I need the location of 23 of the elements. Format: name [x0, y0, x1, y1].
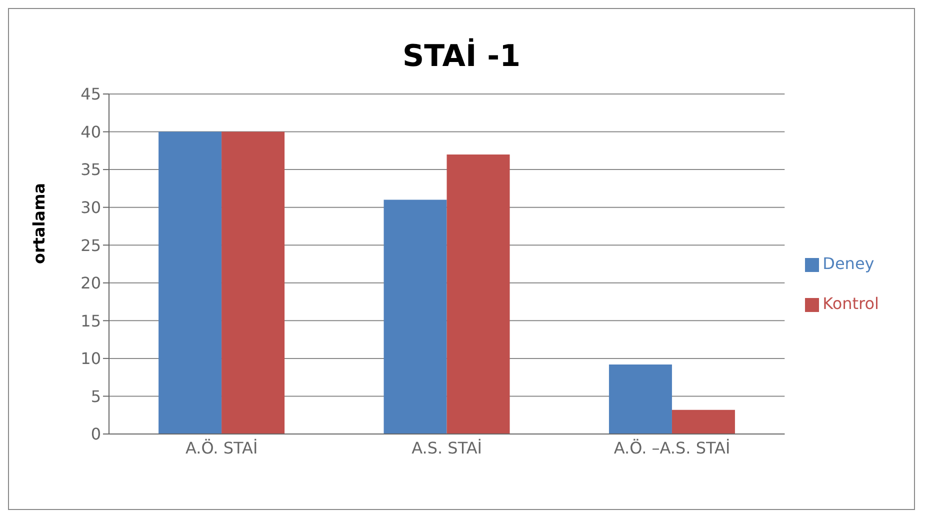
- chart-title: STAİ -1: [402, 39, 522, 74]
- bar: [384, 200, 447, 434]
- x-tick-label: A.Ö. STAİ: [185, 438, 258, 458]
- y-tick-label: 25: [80, 236, 101, 255]
- bar: [222, 132, 285, 434]
- legend-label: Kontrol: [822, 294, 879, 313]
- y-tick-label: 30: [80, 198, 101, 218]
- bar: [672, 410, 735, 434]
- x-tick-label: A.S. STAİ: [412, 438, 482, 458]
- y-tick-label: 0: [90, 424, 101, 444]
- y-tick-label: 15: [80, 311, 101, 330]
- y-tick-label: 45: [80, 84, 101, 104]
- y-axis-title: ortalama: [30, 182, 49, 264]
- y-tick-label: 35: [80, 160, 101, 180]
- y-tick-label: 20: [80, 274, 101, 293]
- y-tick-label: 5: [90, 386, 101, 406]
- legend-label: Deney: [822, 254, 874, 273]
- bar: [446, 154, 510, 434]
- x-tick-label: A.Ö. –A.S. STAİ: [614, 438, 730, 458]
- bar: [608, 364, 672, 434]
- y-tick-label: 40: [80, 122, 101, 142]
- y-tick-label: 10: [80, 349, 101, 368]
- bar: [158, 132, 222, 434]
